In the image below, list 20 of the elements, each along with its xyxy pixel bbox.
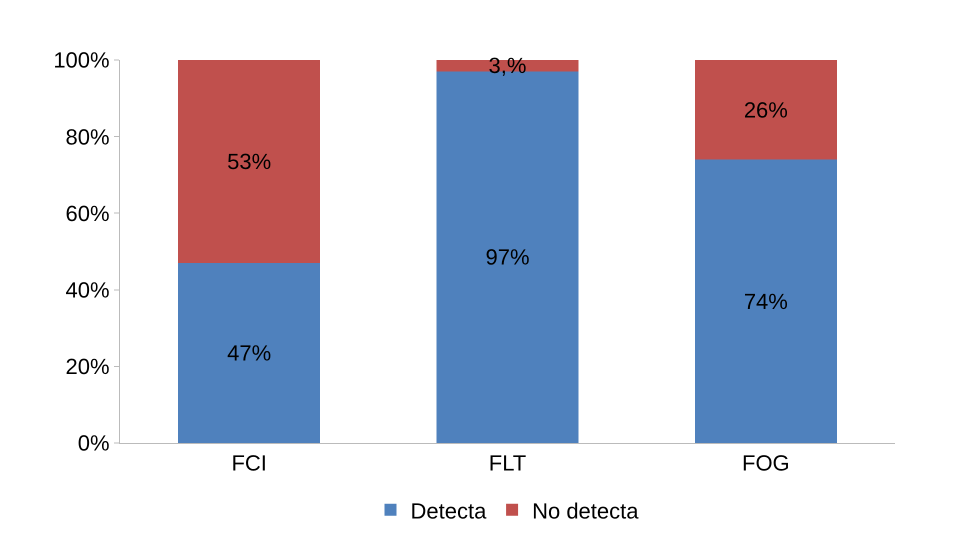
bar — [178, 60, 320, 263]
data-label: 74% — [744, 288, 788, 314]
legend-label: Detecta — [410, 498, 488, 524]
legend-label: No detecta — [532, 498, 640, 524]
x-tick-label: FCI — [231, 450, 267, 476]
bar — [694, 60, 837, 160]
y-tick-label: 0% — [78, 430, 110, 456]
x-tick-label: FLT — [488, 450, 526, 476]
x-tick-label: FOG — [742, 450, 790, 476]
y-tick-label: 20% — [66, 354, 110, 380]
data-label: 47% — [227, 340, 272, 366]
y-tick-label: 40% — [66, 278, 110, 302]
bar — [694, 160, 837, 443]
y-tick-label: 80% — [66, 124, 110, 150]
bar — [178, 262, 320, 443]
data-label: 53% — [227, 148, 272, 174]
y-tick-label: 60% — [66, 200, 110, 226]
data-label: 97% — [485, 244, 530, 270]
data-label: 26% — [744, 97, 788, 122]
y-tick-label: 100% — [53, 48, 110, 73]
